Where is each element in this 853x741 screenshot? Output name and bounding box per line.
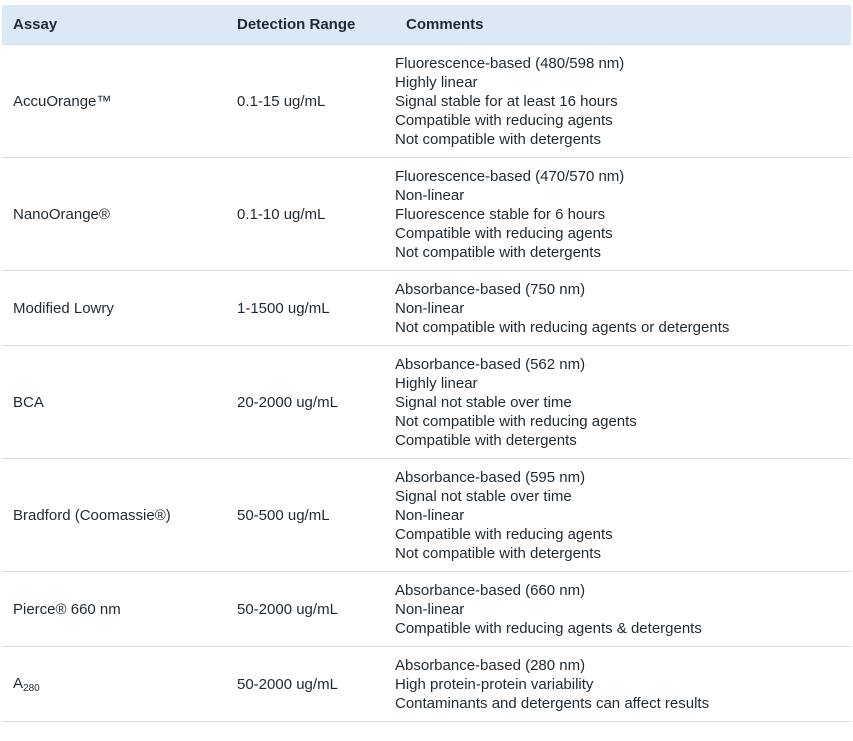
detection-range: 50-500 ug/mL [237,506,330,524]
comments-cell: Absorbance-based (750 nm) Non-linear Not… [395,271,851,345]
assay-name: Pierce® 660 nm [13,600,121,618]
comments-cell: Fluorescence-based (480/598 nm) Highly l… [395,45,851,157]
detection-range: 50-2000 ug/mL [237,675,338,693]
comment-line: Non-linear [395,300,465,317]
comments-cell: Absorbance-based (660 nm) Non-linear Com… [395,572,851,646]
comment-line: Absorbance-based (595 nm) [395,469,586,486]
detection-range: 50-2000 ug/mL [237,600,338,618]
comment-line: Not compatible with reducing agents or d… [395,319,730,336]
comment-line: Not compatible with detergents [395,244,601,261]
comment-line: Non-linear [395,187,465,204]
comment-line: Non-linear [395,601,465,618]
table-row: AccuOrange™ 0.1-15 ug/mL Fluorescence-ba… [2,45,851,158]
assay-name: A280 [2,675,226,694]
assay-name: AccuOrange™ [13,92,112,110]
comment-line: Absorbance-based (660 nm) [395,582,586,599]
comment-line: Fluorescence-based (470/570 nm) [395,168,625,185]
comment-line: Compatible with reducing agents & deterg… [395,620,702,637]
assay-name: Modified Lowry [13,299,114,317]
comment-line: High protein-protein variability [395,676,594,693]
comment-line: Highly linear [395,375,478,392]
comment-line: Compatible with reducing agents [395,526,613,543]
comment-line: Absorbance-based (280 nm) [395,657,586,674]
comments-cell: Absorbance-based (562 nm) Highly linear … [395,346,851,458]
detection-range: 20-2000 ug/mL [237,393,338,411]
comment-line: Compatible with reducing agents [395,112,613,129]
comments-cell: Fluorescence-based (470/570 nm) Non-line… [395,158,851,270]
comments-cell: Absorbance-based (280 nm) High protein-p… [395,647,851,721]
assay-comparison-table: Assay Detection Range Comments AccuOrang… [2,5,851,722]
assay-name: BCA [13,393,44,411]
comment-line: Signal not stable over time [395,488,572,505]
header-assay: Assay [13,16,58,33]
comment-line: Absorbance-based (562 nm) [395,356,586,373]
table-row: Pierce® 660 nm 50-2000 ug/mL Absorbance-… [2,572,851,647]
assay-name: NanoOrange® [13,205,110,223]
comments-cell: Absorbance-based (595 nm) Signal not sta… [395,459,851,571]
header-comments: Comments [406,16,484,33]
table-row: NanoOrange® 0.1-10 ug/mL Fluorescence-ba… [2,158,851,271]
table-row: BCA 20-2000 ug/mL Absorbance-based (562 … [2,346,851,459]
comment-line: Fluorescence stable for 6 hours [395,206,606,223]
comment-line: Not compatible with detergents [395,545,601,562]
table-row: Modified Lowry 1-1500 ug/mL Absorbance-b… [2,271,851,346]
comment-line: Signal stable for at least 16 hours [395,93,618,110]
detection-range: 1-1500 ug/mL [237,299,330,317]
table-row: A280 50-2000 ug/mL Absorbance-based (280… [2,647,851,722]
comment-line: Compatible with reducing agents [395,225,613,242]
assay-name-main: A [13,674,24,692]
comment-line: Absorbance-based (750 nm) [395,281,586,298]
comment-line: Fluorescence-based (480/598 nm) [395,55,625,72]
table-header: Assay Detection Range Comments [2,5,851,45]
header-detection-range: Detection Range [237,16,356,33]
comment-line: Non-linear [395,507,465,524]
table-row: Bradford (Coomassie®) 50-500 ug/mL Absor… [2,459,851,572]
detection-range: 0.1-15 ug/mL [237,92,326,110]
assay-name: Bradford (Coomassie®) [13,506,171,524]
detection-range: 0.1-10 ug/mL [237,205,326,223]
assay-name-subscript: 280 [23,682,40,694]
comment-line: Highly linear [395,74,478,91]
comment-line: Not compatible with detergents [395,131,601,148]
comment-line: Not compatible with reducing agents [395,413,637,430]
comment-line: Contaminants and detergents can affect r… [395,695,710,712]
comment-line: Signal not stable over time [395,394,572,411]
comment-line: Compatible with detergents [395,432,577,449]
